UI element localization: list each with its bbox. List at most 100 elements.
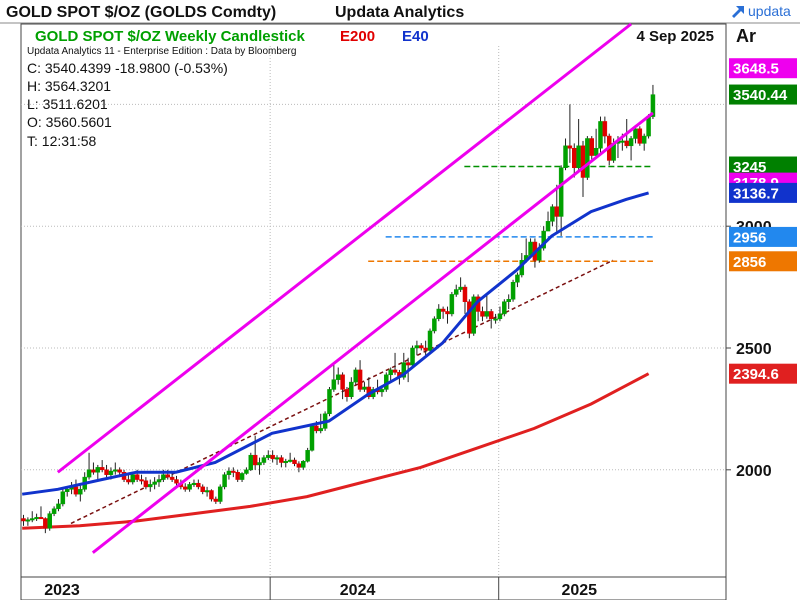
low-readout: L: 3511.6201 bbox=[27, 96, 108, 112]
candle bbox=[558, 165, 564, 236]
candle bbox=[113, 462, 118, 475]
candle bbox=[493, 313, 498, 324]
support-3245-tag-bg bbox=[729, 156, 797, 177]
candle bbox=[449, 291, 455, 317]
arrow-icon bbox=[732, 6, 744, 18]
candle-body bbox=[327, 389, 332, 415]
candle bbox=[209, 489, 214, 502]
support-3245-tag: 3245 bbox=[733, 159, 766, 176]
candle-body bbox=[174, 479, 179, 484]
candle bbox=[458, 277, 463, 292]
window-title: GOLD SPOT $/OZ (GOLDS Comdty) bbox=[6, 4, 276, 21]
candle bbox=[357, 360, 363, 392]
candle bbox=[196, 479, 201, 490]
candle bbox=[95, 464, 101, 480]
candle-body bbox=[222, 474, 227, 488]
x-tick-label: 2024 bbox=[340, 582, 376, 599]
chart-title: GOLD SPOT $/OZ Weekly Candlestick bbox=[35, 28, 305, 45]
open-readout: O: 3560.5601 bbox=[27, 114, 112, 130]
candle bbox=[567, 104, 573, 163]
candle-body bbox=[585, 138, 590, 178]
candle-body bbox=[292, 459, 297, 464]
candle-body bbox=[60, 491, 66, 505]
candle-body bbox=[300, 461, 306, 468]
candle-body bbox=[73, 486, 79, 495]
candle-body bbox=[419, 345, 424, 349]
legend-e200: E200 bbox=[340, 28, 375, 45]
candle bbox=[484, 294, 490, 319]
candle bbox=[99, 460, 105, 473]
candle bbox=[261, 455, 267, 465]
candle bbox=[283, 458, 289, 468]
candle bbox=[34, 513, 39, 521]
candle-body bbox=[493, 318, 498, 321]
candle bbox=[279, 455, 284, 468]
candle bbox=[274, 455, 280, 465]
candle-body bbox=[580, 145, 586, 178]
candle bbox=[300, 460, 306, 470]
candle bbox=[335, 367, 341, 385]
candle bbox=[445, 306, 450, 324]
candle-body bbox=[244, 469, 249, 474]
candle bbox=[309, 423, 315, 452]
candle-body bbox=[405, 362, 411, 366]
candle-body bbox=[38, 517, 44, 520]
candle-body bbox=[182, 486, 188, 490]
candle-body bbox=[117, 469, 122, 473]
candle-body bbox=[432, 318, 437, 332]
candle bbox=[174, 475, 179, 486]
candle bbox=[432, 316, 437, 334]
candle-body bbox=[602, 121, 608, 137]
e40-path bbox=[21, 191, 650, 496]
candle-body bbox=[620, 140, 625, 143]
candle-body bbox=[484, 311, 490, 317]
candle-body bbox=[458, 286, 463, 290]
candle-body bbox=[453, 289, 459, 295]
channel-lower bbox=[91, 111, 654, 554]
candle-body bbox=[488, 311, 494, 320]
candle-body bbox=[480, 311, 485, 317]
x-tick-label: 2025 bbox=[561, 582, 597, 599]
candle-body bbox=[34, 517, 39, 520]
candle bbox=[515, 272, 520, 288]
candle-body bbox=[497, 313, 503, 320]
candle-body bbox=[589, 138, 594, 156]
e40-tag: 3136.7 bbox=[733, 185, 779, 202]
candle bbox=[231, 467, 236, 478]
candle bbox=[239, 472, 245, 482]
candle-body bbox=[209, 490, 214, 500]
candle bbox=[554, 184, 560, 234]
candle-body bbox=[427, 330, 433, 351]
candle bbox=[497, 306, 503, 322]
grid bbox=[21, 46, 726, 577]
candle bbox=[480, 306, 485, 322]
candle-body bbox=[283, 461, 289, 464]
candle-body bbox=[239, 473, 245, 480]
candle-body bbox=[314, 425, 319, 432]
candle bbox=[182, 483, 188, 492]
candle-body bbox=[248, 454, 254, 471]
candle bbox=[235, 469, 240, 482]
candle-body bbox=[257, 462, 262, 466]
candle-body bbox=[108, 470, 114, 475]
high-readout: H: 3564.3201 bbox=[27, 78, 111, 94]
candle-body bbox=[43, 518, 48, 529]
candle bbox=[340, 372, 345, 400]
candle bbox=[506, 294, 511, 310]
candle-body bbox=[78, 489, 83, 495]
candle-body bbox=[217, 486, 223, 502]
candle-body bbox=[134, 474, 140, 480]
candle bbox=[200, 484, 205, 495]
candle-body bbox=[349, 381, 354, 397]
candle-body bbox=[598, 121, 603, 149]
candle bbox=[331, 365, 337, 392]
candle-body bbox=[388, 369, 393, 376]
logo-text: updata bbox=[748, 3, 791, 19]
candle-body bbox=[563, 145, 568, 168]
candle bbox=[641, 133, 647, 151]
channel-top-tag-bg bbox=[729, 58, 797, 79]
candle bbox=[410, 345, 415, 368]
candle bbox=[21, 514, 26, 526]
candle bbox=[143, 477, 149, 490]
